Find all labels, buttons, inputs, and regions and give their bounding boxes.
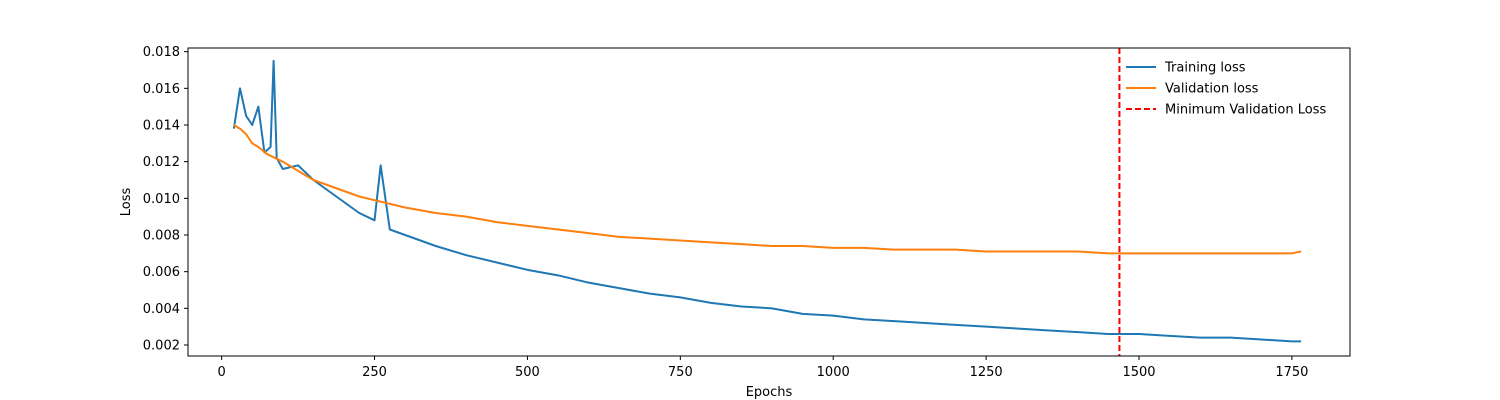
legend-label: Minimum Validation Loss [1165,103,1326,118]
y-tick-label: 0.002 [143,339,180,354]
legend-label: Training loss [1164,61,1246,76]
x-tick-label: 250 [362,365,387,380]
x-tick-label: 750 [668,365,693,380]
series-layer [232,59,1302,343]
y-tick-label: 0.004 [143,302,180,317]
series-line-training-loss [232,59,1302,343]
legend: Training loss Validation loss Minimum Vali… [1126,61,1326,118]
y-tick-label: 0.012 [143,155,180,170]
x-tick-label: 1500 [1122,365,1155,380]
y-axis-label: Loss [119,188,134,217]
y-tick-label: 0.008 [143,229,180,244]
y-tick-label: 0.016 [143,82,180,97]
series-line-validation-loss [233,124,1302,255]
x-axis: 0 250 500 750 1000 1250 1500 1750 [217,356,1308,380]
y-tick-label: 0.018 [143,45,180,60]
x-tick-label: 500 [515,365,540,380]
x-axis-label: Epochs [746,385,793,400]
x-tick-label: 1250 [970,365,1003,380]
legend-label: Validation loss [1165,82,1259,97]
y-tick-label: 0.006 [143,265,180,280]
axes-frame [187,47,1351,357]
x-tick-label: 1750 [1275,365,1308,380]
y-axis: 0.002 0.004 0.006 0.008 0.010 0.012 0.014 0.016… [143,45,188,354]
y-tick-label: 0.010 [143,192,180,207]
x-tick-label: 1000 [817,365,850,380]
y-tick-label: 0.014 [143,119,180,134]
plot-area [187,47,1351,357]
x-tick-label: 0 [217,365,225,380]
